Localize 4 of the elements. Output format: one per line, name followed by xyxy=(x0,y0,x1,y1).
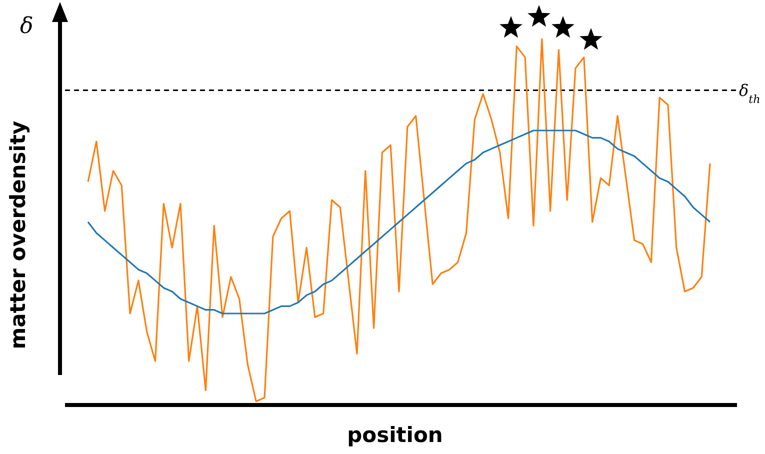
x-axis-title: position xyxy=(347,423,443,447)
text: δ xyxy=(20,14,34,39)
ref-line-label: δ$_{th}$ xyxy=(739,81,760,106)
y-axis-title: matter overdensity xyxy=(6,120,30,350)
